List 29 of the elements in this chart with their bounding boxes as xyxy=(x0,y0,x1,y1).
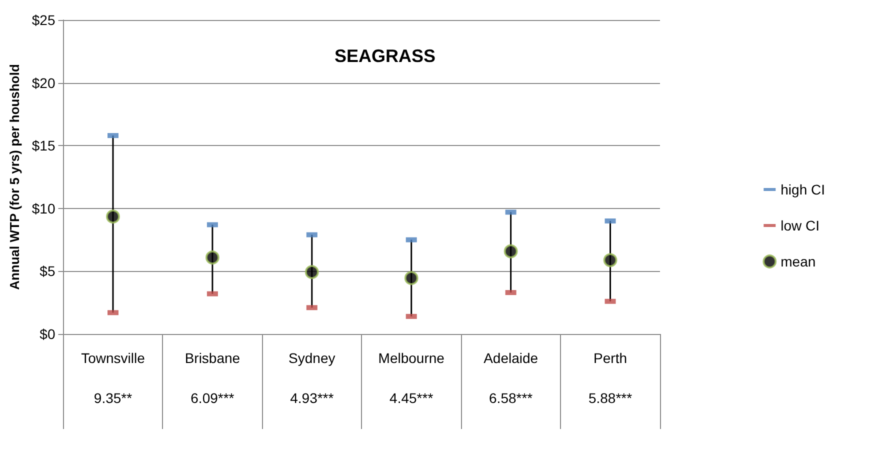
data-label: 6.09*** xyxy=(190,390,235,406)
x-tick-label: Brisbane xyxy=(184,350,240,366)
point xyxy=(404,271,418,286)
x-tick-label: Townsville xyxy=(81,350,146,366)
point xyxy=(304,265,319,280)
data-label: 5.88*** xyxy=(588,390,633,406)
x-tick-label: Adelaide xyxy=(484,350,538,366)
data-label: 9.35** xyxy=(94,390,133,406)
y-tick-label: $15 xyxy=(32,138,56,154)
point xyxy=(504,244,518,258)
y-tick-label: $5 xyxy=(40,263,56,280)
x-tick-label: Sydney xyxy=(288,350,336,366)
y-tick-label: $20 xyxy=(32,74,56,91)
x-tick-label: Perth xyxy=(594,350,628,366)
y-tick-label: $0 xyxy=(40,326,56,342)
x-tick-label: Melbourne xyxy=(378,350,445,366)
point xyxy=(205,250,220,265)
y-tick-label: $25 xyxy=(32,12,56,28)
legend-label: low CI xyxy=(780,218,820,234)
data-label: 6.58*** xyxy=(489,390,534,406)
y-tick-label: $10 xyxy=(32,200,56,216)
point xyxy=(106,210,120,224)
text: SEAGRASS xyxy=(334,46,436,66)
data-label: 4.93*** xyxy=(290,390,334,406)
data-label: 4.45*** xyxy=(390,390,434,406)
legend-label: high CI xyxy=(780,182,825,198)
y-axis-title: Annual WTP (for 5 yrs) per houshold xyxy=(7,64,22,290)
point xyxy=(603,253,618,268)
legend-label: mean xyxy=(780,254,816,270)
